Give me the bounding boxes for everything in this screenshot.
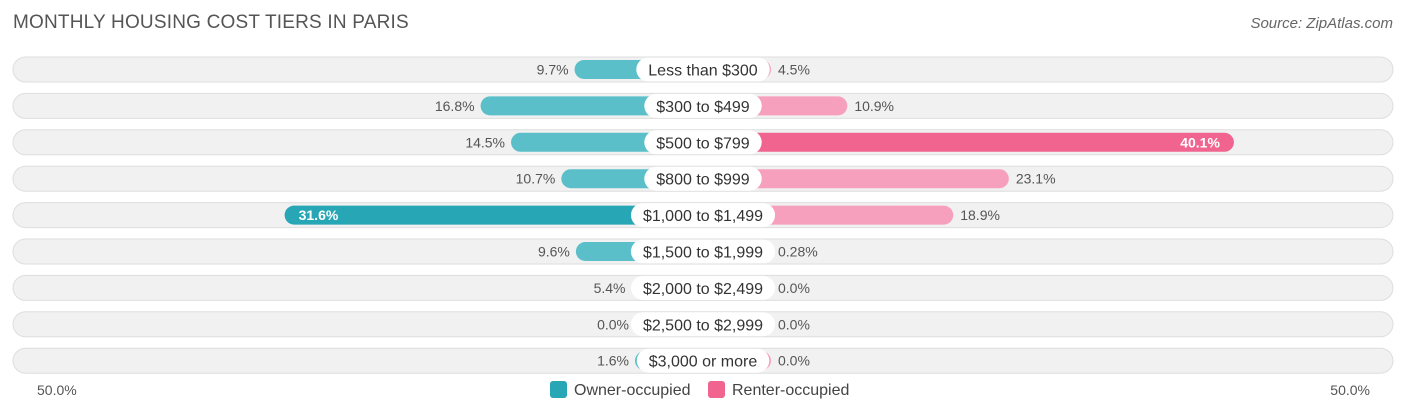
chart-title: MONTHLY HOUSING COST TIERS IN PARIS xyxy=(13,12,409,33)
renter-value-label: 0.28% xyxy=(778,244,818,260)
category-label: $2,500 to $2,999 xyxy=(643,317,763,334)
category-label: $3,000 or more xyxy=(649,354,758,371)
category-label: $800 to $999 xyxy=(656,172,750,189)
axis-label-right: 50.0% xyxy=(1330,382,1370,398)
renter-value-label: 0.0% xyxy=(778,280,810,296)
category-label: $1,500 to $1,999 xyxy=(643,245,763,262)
renter-value-label: 18.9% xyxy=(960,207,1000,223)
renter-value-label: 0.0% xyxy=(778,316,810,332)
category-pill xyxy=(636,348,770,373)
category-pill xyxy=(630,239,776,264)
category-pill xyxy=(644,166,762,191)
category-pill xyxy=(636,57,770,82)
renter-value-label: 10.9% xyxy=(854,98,894,114)
owner-value-label: 9.7% xyxy=(537,62,569,78)
owner-value-label: 5.4% xyxy=(594,280,626,296)
owner-value-label: 31.6% xyxy=(299,207,339,223)
renter-bar xyxy=(703,169,1009,189)
owner-value-label: 0.0% xyxy=(597,316,629,332)
renter-value-label: 0.0% xyxy=(778,353,810,369)
category-pill xyxy=(644,93,762,118)
renter-value-label: 23.1% xyxy=(1016,171,1056,187)
renter-value-label: 40.1% xyxy=(1180,134,1220,150)
axis-label-left: 50.0% xyxy=(37,382,77,398)
owner-bar xyxy=(284,205,703,225)
category-pill xyxy=(644,130,762,155)
owner-value-label: 16.8% xyxy=(435,98,475,114)
category-pill xyxy=(630,203,776,228)
source-label: Source: ZipAtlas.com xyxy=(1250,15,1393,32)
category-label: Less than $300 xyxy=(648,63,758,80)
renter-bar xyxy=(703,132,1234,152)
category-pill xyxy=(630,312,776,337)
legend-label-owner: Owner-occupied xyxy=(574,382,691,399)
category-label: $2,000 to $2,499 xyxy=(643,281,763,298)
owner-value-label: 9.6% xyxy=(538,244,570,260)
legend-swatch-owner xyxy=(550,381,567,398)
category-label: $1,000 to $1,499 xyxy=(643,208,763,225)
legend-label-renter: Renter-occupied xyxy=(732,382,849,399)
renter-value-label: 4.5% xyxy=(778,62,810,78)
category-label: $500 to $799 xyxy=(656,135,750,152)
owner-value-label: 1.6% xyxy=(597,353,629,369)
legend-swatch-renter xyxy=(708,381,725,398)
owner-value-label: 14.5% xyxy=(465,134,505,150)
category-pill xyxy=(630,275,776,300)
owner-value-label: 10.7% xyxy=(516,171,556,187)
category-label: $300 to $499 xyxy=(656,99,750,116)
